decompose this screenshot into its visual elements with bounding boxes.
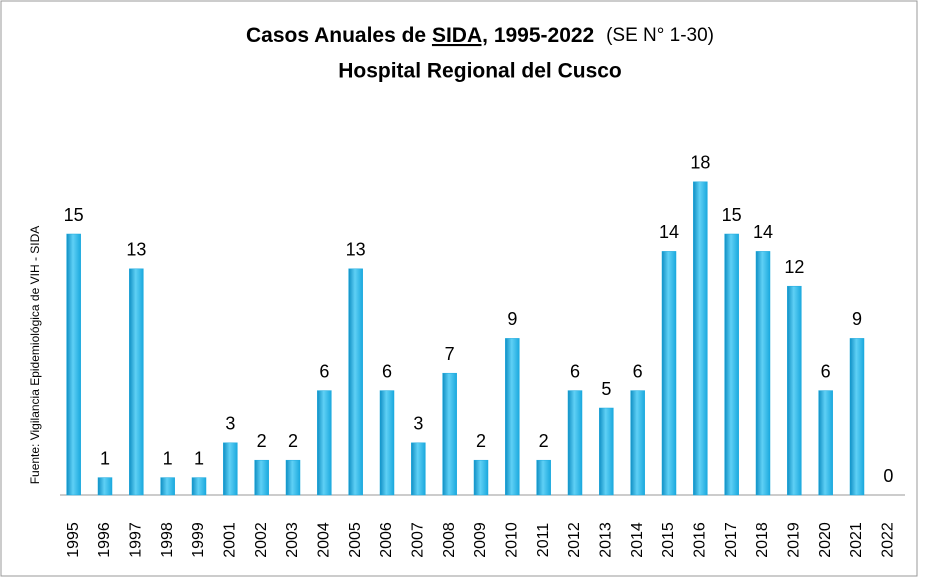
data-label: 6: [570, 361, 580, 381]
bar: [661, 251, 677, 496]
title-part: (SE N° 1-30): [606, 25, 714, 46]
x-tick-label: 2010: [504, 522, 521, 558]
x-tick-label: 2015: [660, 522, 677, 558]
x-tick-label: 2003: [284, 522, 301, 558]
chart-title: Casos Anuales de SIDA, 1995-2022 (SE N° …: [246, 24, 714, 47]
data-label: 6: [633, 361, 643, 381]
bar: [223, 442, 238, 496]
x-tick-label: 2017: [723, 522, 740, 558]
data-label: 15: [64, 205, 84, 225]
bar: [849, 338, 865, 496]
x-tick-label: 2005: [347, 522, 364, 558]
data-label: 1: [163, 448, 173, 468]
data-label: 13: [346, 240, 366, 260]
data-label: 0: [883, 466, 893, 486]
data-label: 5: [601, 379, 611, 399]
title-part: 1995-2022: [494, 24, 594, 47]
data-label: 15: [722, 205, 742, 225]
data-label: 9: [852, 309, 862, 329]
data-label: 3: [225, 414, 235, 434]
x-tick-label: 2014: [629, 522, 646, 558]
bar: [724, 233, 739, 496]
chart-subtitle: Hospital Regional del Cusco: [338, 60, 622, 83]
bar: [317, 390, 332, 496]
x-tick-label: 2002: [253, 522, 270, 558]
x-tick-label: 2004: [316, 522, 333, 558]
data-label: 2: [476, 431, 486, 451]
data-label: 2: [288, 431, 298, 451]
data-label: 14: [753, 222, 773, 242]
bar: [285, 459, 301, 496]
bar: [442, 372, 457, 496]
x-tick-label: 2013: [598, 522, 615, 558]
bar: [630, 390, 645, 496]
x-tick-label: 2001: [222, 522, 239, 558]
data-label: 14: [659, 222, 679, 242]
bar: [599, 407, 614, 496]
data-label: 18: [690, 153, 710, 173]
data-label: 6: [821, 361, 831, 381]
bar: [160, 477, 175, 496]
x-tick-label: 2022: [880, 522, 897, 558]
data-label: 6: [382, 361, 392, 381]
x-tick-label: 2016: [692, 522, 709, 558]
bar: [129, 268, 144, 496]
bar: [97, 477, 113, 496]
x-tick-label: 2020: [817, 522, 834, 558]
x-tick-label: 2008: [441, 522, 458, 558]
data-label: 9: [507, 309, 517, 329]
bar: [693, 181, 708, 496]
x-tick-label: 2021: [848, 522, 865, 558]
bar: [473, 459, 489, 496]
data-label: 12: [784, 257, 804, 277]
data-label: 6: [319, 361, 329, 381]
x-tick-label: 2009: [472, 522, 489, 558]
x-tick-label: 2012: [566, 522, 583, 558]
x-tick-label: 1996: [96, 522, 113, 558]
x-tick-label: 1998: [159, 522, 176, 558]
bar: [787, 285, 802, 496]
x-tick-label: 1995: [65, 522, 82, 558]
x-tick-label: 2018: [754, 522, 771, 558]
bar: [505, 338, 520, 496]
data-label: 1: [100, 448, 110, 468]
source-label: Fuente: Vigilancia Epidemiológica de VIH…: [28, 226, 42, 485]
x-tick-label: 2011: [535, 523, 552, 558]
data-label: 2: [539, 431, 549, 451]
x-tick-label: 1999: [190, 522, 207, 558]
data-label: 3: [413, 414, 423, 434]
bar: [254, 459, 269, 496]
data-label: 2: [257, 431, 267, 451]
bar: [191, 477, 207, 496]
data-label: 1: [194, 448, 204, 468]
x-tick-label: 1997: [128, 522, 145, 558]
bar: [66, 233, 81, 496]
bar: [818, 390, 833, 496]
title-part: Casos Anuales de: [246, 24, 426, 47]
bar: [348, 268, 363, 496]
bar: [755, 251, 771, 496]
bar: [536, 459, 551, 496]
title-part: SIDA,: [432, 24, 488, 47]
bar: [379, 390, 395, 496]
bar: [567, 390, 583, 496]
x-tick-label: 2007: [410, 522, 427, 558]
data-label: 13: [126, 240, 146, 260]
x-tick-label: 2006: [378, 522, 395, 558]
data-label: 7: [445, 344, 455, 364]
x-tick-label: 2019: [786, 522, 803, 558]
bar: [411, 442, 426, 496]
